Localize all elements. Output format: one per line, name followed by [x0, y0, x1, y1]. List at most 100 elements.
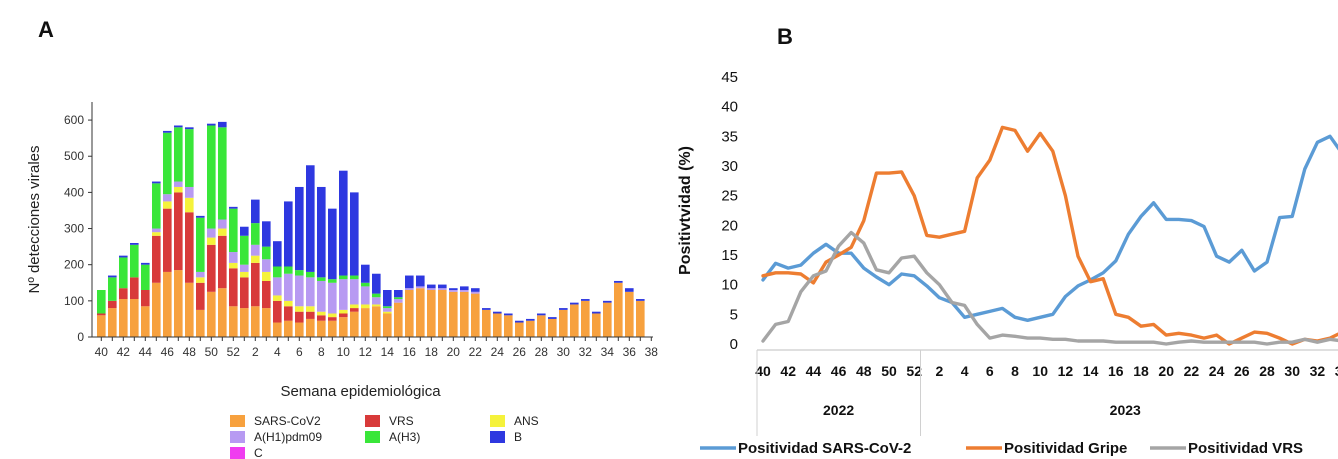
bar-segment	[251, 262, 260, 307]
bar-segment	[174, 270, 183, 337]
bar-segment	[328, 313, 337, 318]
bar-segment	[438, 288, 447, 290]
bar-segment	[207, 125, 216, 229]
bar-segment	[273, 322, 282, 337]
bar-segment	[108, 277, 117, 301]
bar-segment	[185, 127, 194, 130]
x-tick-label: 26	[513, 345, 527, 359]
bar-segment	[383, 311, 392, 314]
panel-a-letter: A	[38, 17, 54, 42]
bar-segment	[108, 300, 117, 309]
bar-segment	[284, 201, 293, 267]
bar-segment	[625, 288, 634, 292]
bar-segment	[240, 264, 249, 272]
x-tick-label: 14	[1083, 363, 1099, 379]
y-tick-label: 35	[721, 128, 738, 145]
bar-segment	[251, 255, 260, 263]
bar-segment	[108, 275, 117, 278]
bar-segment	[350, 192, 359, 276]
y-tick-label: 25	[721, 188, 738, 205]
bar-segment	[174, 192, 183, 271]
bar-segment	[383, 290, 392, 307]
bar-segment	[207, 123, 216, 126]
bar-segment	[317, 315, 326, 321]
legend-swatch	[230, 415, 245, 427]
bar-segment	[174, 181, 183, 187]
bar-segment	[295, 322, 304, 337]
bar-segment	[163, 208, 172, 272]
bar-segment	[119, 288, 128, 300]
bar-segment	[185, 212, 194, 283]
bar-segment	[185, 129, 194, 187]
bar-segment	[394, 290, 403, 298]
bar-segment	[493, 313, 502, 337]
bar-segment	[229, 208, 238, 253]
legend-swatch	[230, 431, 245, 443]
y-tick-label: 30	[721, 158, 738, 175]
bar-segment	[196, 217, 205, 272]
bar-segment	[493, 311, 502, 314]
bar-segment	[350, 308, 359, 312]
bar-segment	[251, 199, 260, 224]
bar-segment	[328, 317, 337, 321]
x-tick-label: 18	[425, 345, 439, 359]
bar-segment	[218, 127, 227, 220]
y-tick-label: 600	[64, 113, 84, 127]
legend-label: Positividad VRS	[1188, 440, 1303, 457]
bar-segment	[317, 311, 326, 316]
bar-segment	[504, 315, 513, 337]
bar-segment	[262, 259, 271, 272]
bar-segment	[559, 308, 568, 310]
legend-label: A(H1)pdm09	[254, 430, 322, 444]
x-tick-label: 40	[95, 345, 109, 359]
bar-segment	[141, 262, 150, 265]
bar-segment	[603, 302, 612, 337]
bar-segment	[350, 275, 359, 280]
bar-segment	[471, 288, 480, 292]
x-tick-label: 28	[1259, 363, 1275, 379]
bar-segment	[97, 290, 106, 314]
bar-segment	[130, 244, 139, 278]
bar-segment	[548, 318, 557, 337]
bar-segment	[295, 186, 304, 271]
bar-segment	[284, 306, 293, 321]
x-tick-label: 6	[296, 345, 303, 359]
x-tick-label: 2	[936, 363, 944, 379]
bar-segment	[449, 288, 458, 290]
bar-segment	[526, 318, 535, 321]
bar-segment	[570, 304, 579, 337]
legend-label: B	[514, 430, 522, 444]
x-tick-label: 12	[1058, 363, 1074, 379]
chart-b-y-axis-label: Positivtvidad (%)	[677, 146, 694, 275]
bar-segment	[471, 291, 480, 294]
bar-segment	[559, 309, 568, 337]
bar-segment	[218, 288, 227, 337]
bar-segment	[284, 273, 293, 301]
bar-segment	[537, 315, 546, 337]
bar-segment	[416, 288, 425, 337]
bar-segment	[603, 300, 612, 303]
bar-segment	[394, 297, 403, 300]
y-tick-label: 20	[721, 217, 738, 234]
bar-segment	[350, 279, 359, 305]
y-tick-label: 10	[721, 277, 738, 294]
bar-segment	[361, 308, 370, 337]
bar-segment	[262, 221, 271, 247]
bar-segment	[306, 271, 315, 278]
bar-segment	[229, 206, 238, 209]
bar-segment	[449, 290, 458, 292]
bar-segment	[251, 244, 260, 256]
bar-segment	[416, 286, 425, 289]
series-line	[761, 230, 1338, 346]
bar-segment	[119, 299, 128, 337]
chart-b-legend: Positividad SARS-CoV-2 Positividad Gripe P…	[700, 440, 1303, 457]
chart-b-lines	[761, 125, 1338, 346]
x-tick-label: 24	[1209, 363, 1225, 379]
bar-segment	[174, 127, 183, 182]
bar-segment	[262, 271, 271, 281]
bar-segment	[636, 300, 645, 337]
bar-segment	[394, 302, 403, 337]
